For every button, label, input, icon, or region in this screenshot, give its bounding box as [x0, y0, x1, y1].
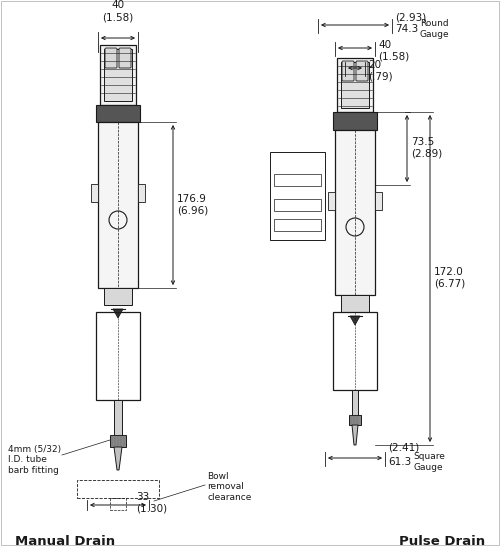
Polygon shape — [352, 425, 358, 445]
Text: 40
(1.58): 40 (1.58) — [102, 1, 134, 22]
Bar — [96, 105, 140, 122]
Bar — [341, 62, 369, 108]
Bar — [337, 58, 373, 112]
Text: 172.0
(6.77): 172.0 (6.77) — [434, 267, 465, 289]
Bar — [335, 130, 375, 295]
Bar — [110, 435, 126, 447]
Text: Bowl
removal
clearance: Bowl removal clearance — [207, 472, 252, 502]
Text: (2.93): (2.93) — [395, 12, 426, 22]
Text: 4mm (5/32)
I.D. tube
barb fitting: 4mm (5/32) I.D. tube barb fitting — [8, 445, 61, 475]
Bar — [104, 49, 132, 101]
Text: Manual Drain: Manual Drain — [15, 535, 115, 546]
Text: Square
Gauge: Square Gauge — [413, 452, 445, 472]
Text: 176.9
(6.96): 176.9 (6.96) — [177, 194, 208, 216]
Bar — [352, 390, 358, 415]
Bar — [91, 184, 98, 202]
Bar — [274, 199, 321, 211]
Text: 74.3: 74.3 — [395, 24, 418, 34]
Bar — [114, 400, 122, 435]
Bar — [77, 480, 159, 498]
Text: Pulse Drain: Pulse Drain — [399, 535, 485, 546]
Polygon shape — [113, 309, 123, 318]
Text: 33
(1.30): 33 (1.30) — [136, 492, 167, 514]
FancyBboxPatch shape — [356, 61, 368, 81]
Bar — [328, 192, 335, 210]
Text: 20
(.79): 20 (.79) — [368, 60, 392, 82]
Bar — [138, 184, 145, 202]
Bar — [375, 192, 382, 210]
Bar — [104, 288, 132, 305]
Text: (2.41): (2.41) — [388, 443, 419, 453]
Bar — [100, 45, 136, 105]
Bar — [96, 312, 140, 400]
FancyBboxPatch shape — [119, 48, 131, 68]
Text: Round
Gauge: Round Gauge — [420, 19, 450, 39]
Polygon shape — [114, 447, 122, 470]
Bar — [349, 415, 361, 425]
Bar — [98, 122, 138, 288]
Polygon shape — [350, 316, 360, 325]
Bar — [333, 112, 377, 130]
Text: 61.3: 61.3 — [388, 457, 411, 467]
Bar — [274, 174, 321, 186]
Bar — [341, 295, 369, 312]
FancyBboxPatch shape — [105, 48, 117, 68]
Bar — [333, 312, 377, 390]
Text: 40
(1.58): 40 (1.58) — [378, 40, 409, 62]
FancyBboxPatch shape — [342, 61, 354, 81]
Bar — [274, 219, 321, 231]
Text: 73.5
(2.89): 73.5 (2.89) — [411, 137, 442, 159]
Bar — [270, 152, 325, 240]
Bar — [110, 498, 126, 510]
